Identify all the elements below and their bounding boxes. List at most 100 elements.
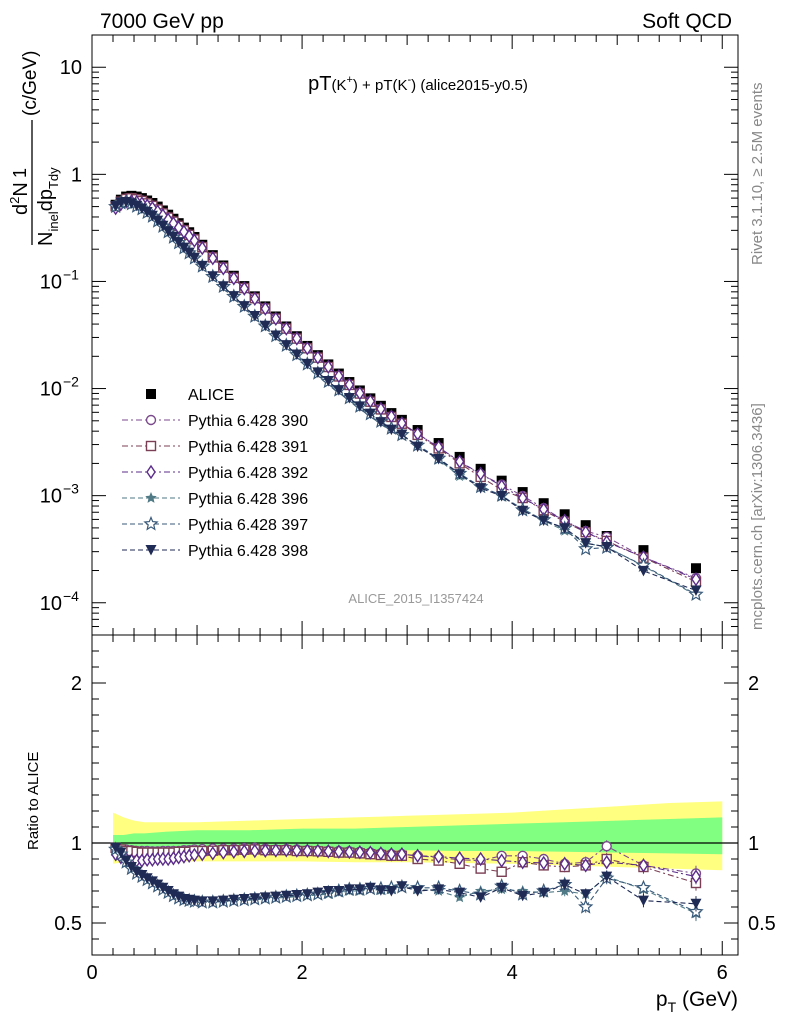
legend-marker [146, 464, 156, 480]
series-p398 [110, 197, 702, 596]
ratio-point [601, 871, 613, 883]
data-point [291, 349, 303, 361]
ratio-point [375, 885, 387, 896]
ratio-point [637, 895, 649, 907]
data-point [218, 261, 229, 276]
ratio-y-axis: 0.5 0.5 1 1 2 2 [54, 650, 776, 940]
analysis-watermark: ALICE_2015_I1357424 [348, 591, 483, 606]
ratio-point [365, 845, 376, 860]
legend-label: Pythia 6.428 398 [188, 543, 308, 560]
data-point [249, 311, 261, 322]
ratio-point [312, 887, 324, 899]
ylabel-den-n: N [35, 232, 57, 246]
ylabel-denominator: NineldpTdy [35, 167, 61, 246]
data-point [270, 330, 282, 341]
ratio-point [260, 843, 271, 858]
legend-item-p397: Pythia 6.428 397 [122, 515, 308, 534]
ratio-point [343, 884, 355, 895]
ratio-point [162, 886, 174, 897]
ratio-point [323, 844, 334, 859]
ratio-point [228, 894, 240, 906]
ratio-point [433, 884, 445, 895]
data-point [270, 311, 281, 326]
title-part2: ) + pT(K [353, 77, 408, 94]
data-point [322, 376, 334, 387]
ratio-point [580, 858, 591, 873]
data-point [690, 585, 702, 596]
data-point [141, 207, 153, 218]
data-point [249, 291, 260, 306]
ratio-point [517, 890, 529, 902]
ratio-point [238, 894, 250, 905]
ratio-series-layer [108, 840, 704, 922]
data-point [110, 201, 122, 212]
ratio-point [228, 844, 239, 860]
legend-item-ALICE: ALICE [146, 387, 234, 404]
ratio-x-axis: 0 2 4 6 [86, 635, 728, 984]
rivet-label: Rivet 3.1.10, ≥ 2.5M events [749, 83, 766, 266]
ylabel-unit: (c/GeV) [20, 51, 41, 116]
ratio-point [386, 846, 397, 862]
ratio-point [559, 879, 571, 891]
data-point [433, 453, 445, 465]
data-point [291, 331, 302, 346]
data-point [334, 368, 344, 384]
ratio-y-tick-label: 0.5 [54, 913, 82, 935]
ratio-point [249, 893, 261, 904]
legend: ALICE Pythia 6.428 390 Pythia 6.428 391 Pyt… [122, 387, 308, 560]
legend-item-p390: Pythia 6.428 390 [122, 413, 308, 430]
ratio-point [638, 858, 649, 873]
main-y-label: 1 d2N NineldpTdy (c/GeV) [7, 51, 61, 246]
data-point [207, 251, 218, 266]
title-part1: (K [331, 77, 346, 94]
data-point [538, 515, 550, 526]
ratio-point [291, 843, 302, 858]
y-tick-label-exp: −1 [63, 266, 79, 282]
ratio-point [538, 887, 550, 899]
ratio-point [217, 895, 229, 907]
y-tick-label-exp: −4 [63, 588, 79, 604]
ylabel-numerator: d2N [7, 182, 32, 215]
x-tick-label: 4 [507, 962, 518, 984]
ratio-point [131, 866, 143, 878]
xlabel-sub: T [668, 999, 677, 1015]
legend-label: Pythia 6.428 397 [188, 517, 308, 534]
data-point [228, 291, 240, 302]
data-point [517, 505, 529, 517]
legend-item-p391: Pythia 6.428 391 [122, 439, 308, 456]
legend-label: Pythia 6.428 390 [188, 413, 308, 430]
main-x-axis [91, 35, 723, 635]
ratio-point [301, 889, 313, 900]
ratio-point [601, 841, 612, 852]
legend-marker [145, 440, 157, 452]
legend-label: Pythia 6.428 396 [188, 491, 308, 508]
y-tick-label: 10 [40, 593, 62, 615]
ratio-point [270, 891, 282, 903]
ratio-point [207, 846, 218, 861]
data-point [354, 401, 366, 412]
ratio-point [580, 889, 592, 900]
ratio-point [559, 885, 571, 896]
data-point [690, 563, 701, 574]
data-point [196, 260, 208, 272]
legend-label: Pythia 6.428 391 [188, 439, 308, 456]
ylabel-one: 1 [10, 168, 30, 178]
ratio-point [475, 892, 487, 903]
ratio-point [239, 844, 250, 859]
data-point [280, 340, 292, 351]
legend-item-p392: Pythia 6.428 392 [122, 464, 308, 482]
ratio-y-tick-label: 2 [71, 673, 82, 695]
data-point [475, 483, 487, 494]
ylabel-den-sub2: Tdy [46, 167, 61, 189]
data-point [637, 565, 649, 577]
header-left: 7000 GeV pp [100, 10, 224, 33]
ratio-point [218, 845, 229, 860]
ratio-point [207, 896, 219, 907]
ylabel-den-sub: inel [46, 211, 61, 231]
ratio-point [412, 848, 423, 864]
ratio-point [157, 882, 169, 894]
data-point [691, 571, 701, 587]
data-point [312, 350, 323, 365]
ylabel-den-mid: dp [35, 189, 57, 211]
